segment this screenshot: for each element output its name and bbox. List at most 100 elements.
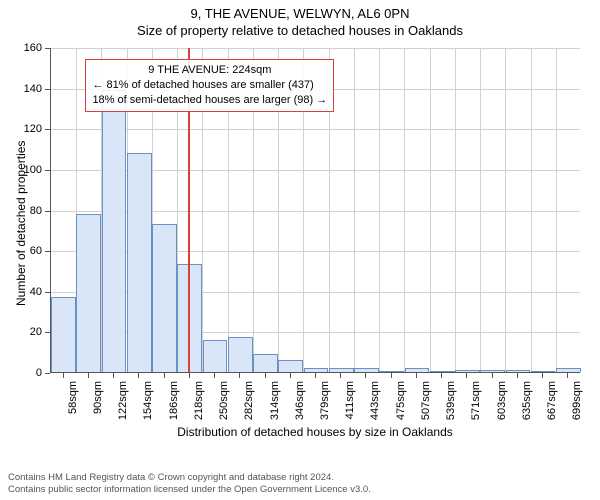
footer-line-1: Contains HM Land Registry data © Crown c… — [8, 472, 371, 484]
x-tick-mark — [466, 373, 467, 378]
y-tick-mark — [45, 373, 50, 374]
gridline-v — [480, 48, 481, 372]
y-tick-mark — [45, 211, 50, 212]
x-tick-label: 282sqm — [243, 381, 255, 429]
gridline-v — [404, 48, 405, 372]
histogram-bar — [531, 371, 556, 372]
x-tick-label: 122sqm — [117, 381, 129, 429]
histogram-bar — [253, 354, 278, 372]
histogram-bar — [304, 368, 329, 372]
histogram-bar — [354, 368, 379, 372]
histogram-bar — [329, 368, 354, 372]
gridline-v — [531, 48, 532, 372]
x-tick-mark — [164, 373, 165, 378]
x-tick-label: 411sqm — [344, 381, 356, 429]
y-tick-label: 80 — [0, 205, 42, 217]
x-tick-mark — [391, 373, 392, 378]
x-tick-mark — [365, 373, 366, 378]
histogram-bar — [430, 371, 455, 372]
x-tick-label: 571sqm — [470, 381, 482, 429]
footer-line-2: Contains public sector information licen… — [8, 484, 371, 496]
x-tick-label: 58sqm — [67, 381, 79, 429]
x-tick-mark — [340, 373, 341, 378]
y-tick-label: 120 — [0, 123, 42, 135]
x-tick-mark — [239, 373, 240, 378]
y-tick-mark — [45, 170, 50, 171]
x-tick-label: 667sqm — [546, 381, 558, 429]
x-tick-label: 250sqm — [218, 381, 230, 429]
histogram-bar — [228, 337, 253, 372]
plot-area: 9 THE AVENUE: 224sqm← 81% of detached ho… — [50, 48, 580, 373]
y-tick-mark — [45, 292, 50, 293]
gridline-v — [354, 48, 355, 372]
y-tick-mark — [45, 332, 50, 333]
histogram-bar — [203, 340, 228, 373]
x-tick-label: 539sqm — [445, 381, 457, 429]
histogram-bar — [278, 360, 303, 372]
gridline-v — [556, 48, 557, 372]
gridline-v — [455, 48, 456, 372]
histogram-bar — [405, 368, 430, 372]
histogram-bar — [379, 371, 404, 372]
page-title: 9, THE AVENUE, WELWYN, AL6 0PN — [0, 6, 600, 21]
x-tick-mark — [441, 373, 442, 378]
histogram-bar — [177, 264, 202, 372]
annotation-box: 9 THE AVENUE: 224sqm← 81% of detached ho… — [85, 59, 334, 112]
x-tick-label: 346sqm — [294, 381, 306, 429]
histogram-bar — [152, 224, 177, 372]
y-tick-label: 60 — [0, 245, 42, 257]
x-tick-mark — [542, 373, 543, 378]
histogram-bar — [102, 90, 127, 372]
y-tick-label: 20 — [0, 326, 42, 338]
x-tick-mark — [315, 373, 316, 378]
x-tick-mark — [214, 373, 215, 378]
x-tick-mark — [113, 373, 114, 378]
x-tick-label: 507sqm — [420, 381, 432, 429]
header: 9, THE AVENUE, WELWYN, AL6 0PN Size of p… — [0, 0, 600, 38]
gridline-v — [505, 48, 506, 372]
histogram-bar — [76, 214, 101, 372]
x-tick-mark — [88, 373, 89, 378]
annotation-line-1: 9 THE AVENUE: 224sqm — [92, 63, 327, 78]
x-tick-mark — [189, 373, 190, 378]
x-tick-mark — [416, 373, 417, 378]
histogram-bar — [506, 370, 531, 372]
footer-attribution: Contains HM Land Registry data © Crown c… — [8, 472, 371, 496]
histogram-bar — [51, 297, 76, 372]
y-tick-mark — [45, 89, 50, 90]
histogram-bar — [480, 370, 505, 372]
chart-container: 9 THE AVENUE: 224sqm← 81% of detached ho… — [0, 40, 600, 440]
x-tick-label: 90sqm — [92, 381, 104, 429]
y-tick-label: 140 — [0, 83, 42, 95]
gridline-h — [51, 48, 580, 49]
gridline-v — [430, 48, 431, 372]
y-tick-mark — [45, 251, 50, 252]
x-tick-label: 603sqm — [496, 381, 508, 429]
x-tick-mark — [138, 373, 139, 378]
x-tick-label: 475sqm — [395, 381, 407, 429]
annotation-line-3: 18% of semi-detached houses are larger (… — [92, 93, 327, 108]
annotation-line-2: ← 81% of detached houses are smaller (43… — [92, 78, 327, 93]
y-tick-label: 40 — [0, 286, 42, 298]
page-subtitle: Size of property relative to detached ho… — [0, 23, 600, 38]
x-tick-label: 218sqm — [193, 381, 205, 429]
x-tick-label: 154sqm — [142, 381, 154, 429]
x-tick-mark — [492, 373, 493, 378]
histogram-bar — [556, 368, 581, 372]
x-tick-mark — [567, 373, 568, 378]
y-tick-label: 100 — [0, 164, 42, 176]
y-tick-mark — [45, 129, 50, 130]
gridline-h — [51, 129, 580, 130]
x-tick-mark — [265, 373, 266, 378]
x-tick-label: 379sqm — [319, 381, 331, 429]
x-tick-mark — [517, 373, 518, 378]
x-tick-label: 635sqm — [521, 381, 533, 429]
x-tick-label: 443sqm — [369, 381, 381, 429]
x-tick-label: 314sqm — [269, 381, 281, 429]
histogram-bar — [127, 153, 152, 372]
y-tick-label: 160 — [0, 42, 42, 54]
x-tick-label: 699sqm — [571, 381, 583, 429]
histogram-bar — [455, 370, 480, 372]
y-tick-label: 0 — [0, 367, 42, 379]
x-tick-label: 186sqm — [168, 381, 180, 429]
